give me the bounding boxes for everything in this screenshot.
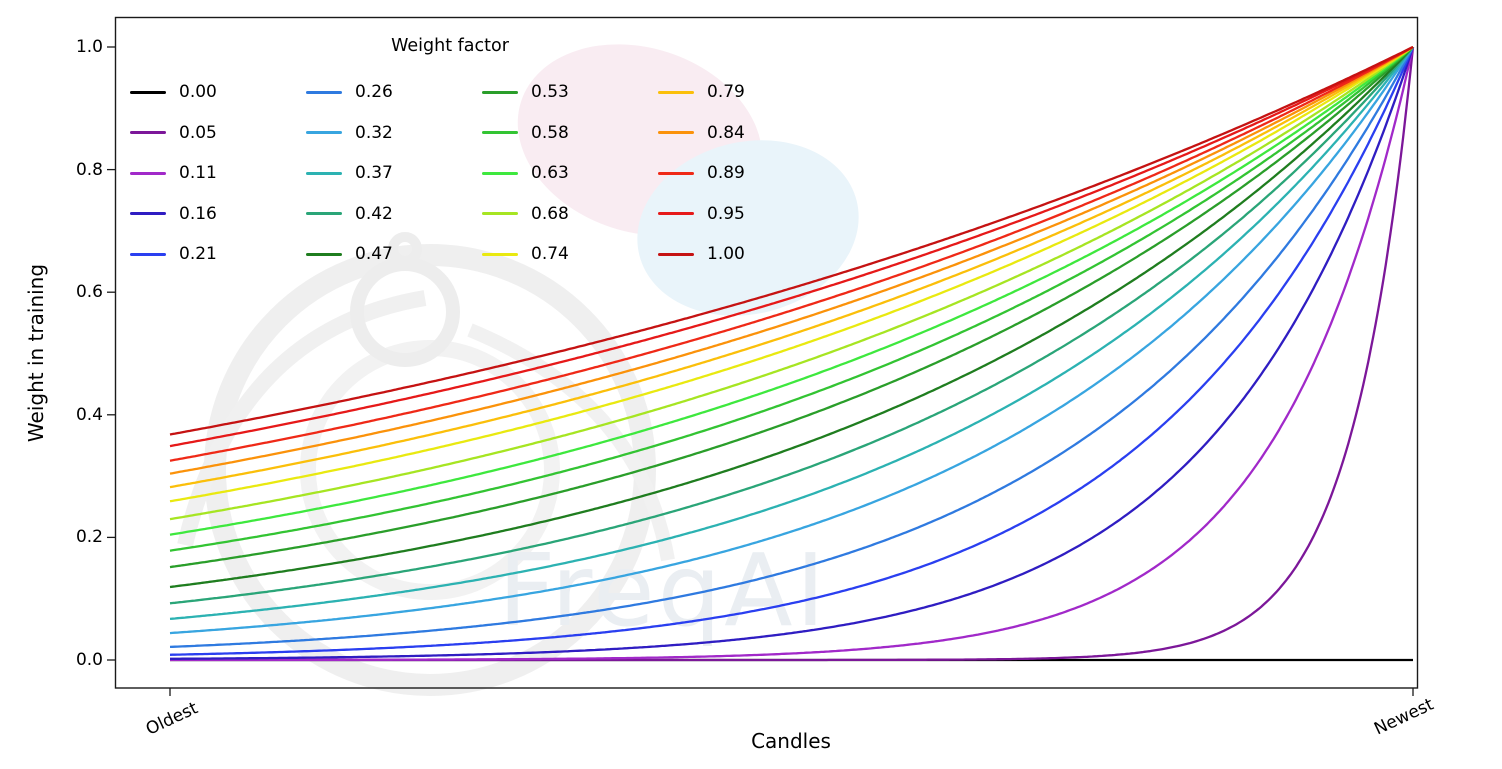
legend-line-swatch [306, 131, 342, 135]
curve-0.42 [169, 46, 1414, 605]
legend-entry-0.42: 0.42 [306, 194, 482, 235]
legend-label: 0.95 [707, 203, 745, 224]
curve-0.63 [169, 46, 1414, 536]
y-tick-label: 0.4 [75, 404, 103, 425]
legend-entry-0.37: 0.37 [306, 153, 482, 194]
legend-line-swatch [306, 252, 342, 256]
legend-label: 0.05 [179, 122, 217, 143]
legend-label: 0.47 [355, 244, 393, 265]
y-tick-label: 0.8 [75, 159, 103, 180]
legend-line-swatch [306, 171, 342, 175]
curve-0.84 [169, 46, 1414, 475]
legend-line-swatch [130, 252, 166, 256]
legend-entry-0.84: 0.84 [658, 113, 834, 154]
legend-entry-0.26: 0.26 [306, 72, 482, 113]
legend-entry-0.68: 0.68 [482, 194, 658, 235]
curve-0.95 [169, 45, 1414, 448]
curve-1.00 [169, 45, 1414, 436]
curve-0.53 [169, 46, 1414, 569]
legend-entry-0.32: 0.32 [306, 113, 482, 154]
curve-0.32 [169, 46, 1414, 635]
legend-line-swatch [658, 131, 694, 135]
legend-entry-0.16: 0.16 [130, 194, 306, 235]
legend-entry-0.95: 0.95 [658, 194, 834, 235]
legend-line-swatch [130, 212, 166, 216]
legend-entry-0.58: 0.58 [482, 113, 658, 154]
y-axis-label: Weight in training [24, 263, 48, 443]
curve-0.68 [169, 46, 1414, 521]
legend-label: 0.21 [179, 244, 217, 265]
y-axis-tick-labels: 0.0 0.2 0.4 0.6 0.8 1.0 [40, 0, 103, 769]
legend-label: 1.00 [707, 244, 745, 265]
legend: 0.00 0.05 0.11 0.16 0.21 0.26 0.32 0.37 0.42 0.47… [130, 72, 834, 275]
curve-0.58 [169, 46, 1414, 552]
legend-line-swatch [130, 171, 166, 175]
series-curves [169, 45, 1415, 662]
legend-entry-0.47: 0.47 [306, 234, 482, 275]
legend-line-swatch [482, 131, 518, 135]
curve-0.16 [170, 46, 1415, 660]
y-tick-label: 0.6 [75, 282, 103, 303]
legend-title: Weight factor [391, 36, 509, 56]
y-tick-label: 1.0 [75, 37, 103, 57]
curve-0.79 [169, 46, 1414, 489]
legend-line-swatch [658, 212, 694, 216]
legend-label: 0.11 [179, 163, 217, 184]
legend-label: 0.42 [355, 203, 393, 224]
legend-entry-0.74: 0.74 [482, 234, 658, 275]
legend-label: 0.79 [707, 82, 745, 103]
legend-entry-0.21: 0.21 [130, 234, 306, 275]
curve-0.47 [169, 46, 1414, 589]
legend-entry-0.89: 0.89 [658, 153, 834, 194]
legend-entry-0.05: 0.05 [130, 113, 306, 154]
legend-label: 0.53 [531, 82, 569, 103]
x-axis-label: Candles [751, 729, 831, 753]
legend-label: 0.58 [531, 122, 569, 143]
curve-0.89 [169, 45, 1414, 462]
y-tick-label: 0.0 [75, 650, 103, 670]
legend-entry-0.00: 0.00 [130, 72, 306, 113]
axis-ticks [107, 46, 1414, 696]
legend-line-swatch [130, 131, 166, 135]
legend-label: 0.63 [531, 163, 569, 184]
legend-label: 0.89 [707, 163, 745, 184]
legend-line-swatch [658, 90, 694, 94]
legend-label: 0.00 [179, 82, 217, 103]
curve-0.26 [169, 46, 1415, 649]
legend-line-swatch [306, 212, 342, 216]
curve-0.11 [170, 46, 1415, 662]
legend-entry-0.79: 0.79 [658, 72, 834, 113]
legend-line-swatch [482, 171, 518, 175]
legend-line-swatch [482, 252, 518, 256]
legend-label: 0.26 [355, 82, 393, 103]
legend-label: 0.84 [707, 122, 745, 143]
legend-label: 0.68 [531, 203, 569, 224]
legend-line-swatch [130, 90, 166, 94]
legend-line-swatch [482, 212, 518, 216]
legend-line-swatch [482, 90, 518, 94]
legend-label: 0.74 [531, 244, 569, 265]
y-tick-label: 0.2 [75, 527, 103, 548]
legend-line-swatch [306, 90, 342, 94]
legend-entry-0.63: 0.63 [482, 153, 658, 194]
legend-label: 0.37 [355, 163, 393, 184]
legend-entry-0.11: 0.11 [130, 153, 306, 194]
legend-label: 0.32 [355, 122, 393, 143]
curve-0.74 [169, 46, 1414, 503]
legend-line-swatch [658, 171, 694, 175]
legend-line-swatch [658, 252, 694, 256]
legend-label: 0.16 [179, 203, 217, 224]
curve-0.37 [169, 46, 1414, 621]
plot-area-border [114, 16, 1419, 689]
curve-0.21 [169, 46, 1415, 656]
legend-entry-0.53: 0.53 [482, 72, 658, 113]
legend-entry-1.00: 1.00 [658, 234, 834, 275]
